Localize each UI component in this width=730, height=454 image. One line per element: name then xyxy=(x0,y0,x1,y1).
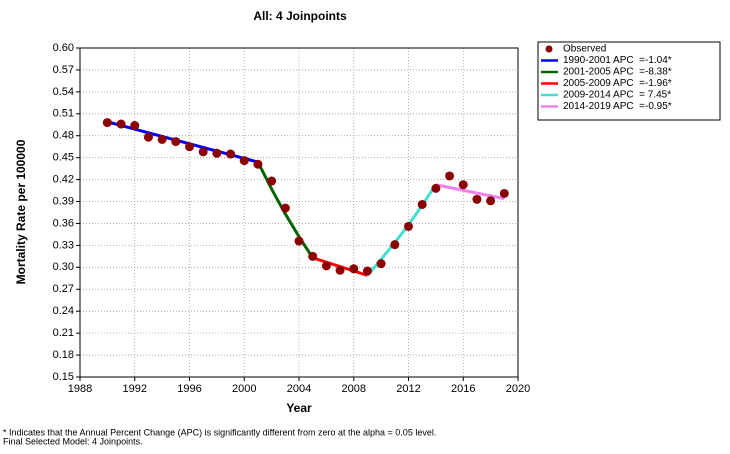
y-tick-label: 0.57 xyxy=(53,64,74,76)
plot-frame xyxy=(79,47,519,378)
observed-point xyxy=(253,159,263,169)
y-tick-label: 0.21 xyxy=(53,327,74,339)
y-tick-label: 0.39 xyxy=(53,195,74,207)
legend-label: 2001-2005 APC =-8.38* xyxy=(563,67,672,78)
y-tick-label: 0.27 xyxy=(53,283,74,295)
x-tick-label: 2012 xyxy=(396,383,420,395)
legend-label: 2009-2014 APC = 7.45* xyxy=(563,90,671,101)
observed-point xyxy=(143,132,153,142)
observed-point xyxy=(390,240,400,250)
observed-point xyxy=(185,142,194,152)
observed-point xyxy=(198,147,208,157)
y-tick-label: 0.60 xyxy=(53,42,74,54)
observed-point xyxy=(404,221,413,231)
chart-title: All: 4 Joinpoints xyxy=(253,9,347,23)
observed-point xyxy=(212,148,222,158)
observed-point xyxy=(294,236,304,246)
observed-point xyxy=(226,149,236,159)
y-tick-label: 0.15 xyxy=(53,371,74,383)
x-tick-label: 2020 xyxy=(506,383,530,395)
x-tick-label: 1992 xyxy=(123,383,147,395)
observed-point xyxy=(308,251,318,261)
x-tick-label: 1996 xyxy=(177,383,201,395)
observed-point xyxy=(157,134,167,144)
x-axis-label: Year xyxy=(286,401,312,415)
observed-point xyxy=(267,176,277,186)
observed-point xyxy=(102,118,112,128)
legend-box xyxy=(537,41,721,121)
observed-point xyxy=(130,120,140,130)
legend-marker xyxy=(545,45,553,53)
x-tick-label: 2016 xyxy=(451,383,475,395)
legend-label: 1990-2001 APC =-1.04* xyxy=(563,55,672,66)
x-tick-label: 2004 xyxy=(287,383,311,395)
observed-point xyxy=(116,119,126,129)
observed-point xyxy=(458,180,468,190)
y-tick-label: 0.36 xyxy=(53,217,74,229)
y-tick-label: 0.45 xyxy=(53,152,74,164)
observed-point xyxy=(321,261,331,271)
segment-line xyxy=(106,120,259,164)
observed-point xyxy=(499,188,509,198)
observed-point xyxy=(171,137,181,147)
y-tick-label: 0.24 xyxy=(53,305,74,317)
observed-point xyxy=(349,264,359,274)
observed-point xyxy=(239,156,249,166)
y-tick-label: 0.30 xyxy=(53,261,74,273)
legend-label: 2005-2009 APC =-1.96* xyxy=(563,78,672,89)
segment-line xyxy=(435,183,505,201)
observed-point xyxy=(486,196,496,206)
x-tick-label: 2008 xyxy=(342,383,366,395)
observed-point xyxy=(362,266,372,276)
observed-point xyxy=(417,199,427,209)
x-tick-label: 1988 xyxy=(68,383,92,395)
legend-label: Observed xyxy=(563,44,606,55)
y-tick-label: 0.18 xyxy=(53,349,74,361)
footnote: Final Selected Model: 4 Joinpoints. xyxy=(3,436,143,446)
footnote: * Indicates that the Annual Percent Chan… xyxy=(3,427,436,437)
observed-point xyxy=(335,265,345,275)
observed-point xyxy=(472,194,482,204)
y-tick-label: 0.51 xyxy=(53,108,74,120)
segment-line xyxy=(256,161,314,259)
observed-point xyxy=(280,203,290,213)
y-tick-label: 0.42 xyxy=(53,174,74,186)
observed-point xyxy=(376,259,386,269)
y-tick-label: 0.48 xyxy=(53,130,74,142)
y-tick-label: 0.54 xyxy=(53,86,74,98)
observed-point xyxy=(445,171,455,181)
y-tick-label: 0.33 xyxy=(53,239,74,251)
x-tick-label: 2000 xyxy=(232,383,256,395)
legend-label: 2014-2019 APC =-0.95* xyxy=(563,101,672,112)
observed-point xyxy=(431,183,441,193)
y-axis-label: Mortality Rate per 100000 xyxy=(14,139,28,284)
